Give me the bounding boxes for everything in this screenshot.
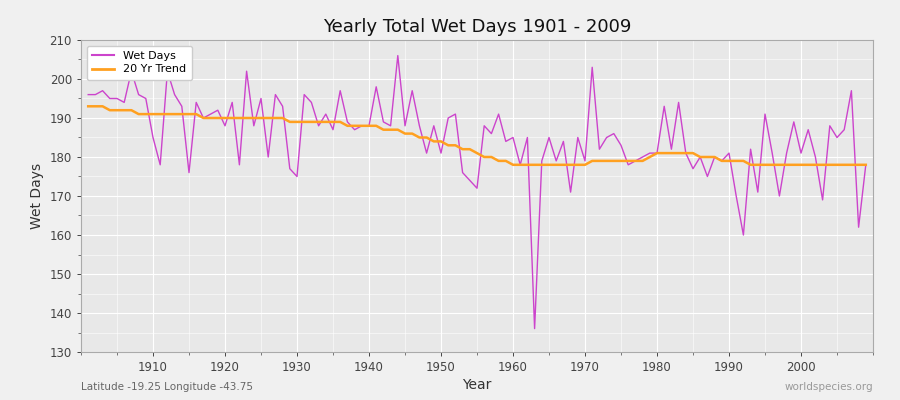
20 Yr Trend — [140, 112, 151, 116]
20 Yr Trend — [500, 158, 511, 163]
Line: 20 Yr Trend: 20 Yr Trend — [88, 106, 866, 165]
20 Yr Trend — [342, 123, 353, 128]
Wet Days — [342, 120, 353, 124]
Line: Wet Days: Wet Days — [88, 56, 866, 328]
Wet Days — [392, 53, 403, 58]
Legend: Wet Days, 20 Yr Trend: Wet Days, 20 Yr Trend — [86, 46, 192, 80]
Wet Days — [515, 162, 526, 167]
Wet Days — [608, 131, 619, 136]
20 Yr Trend — [515, 162, 526, 167]
Wet Days — [860, 162, 871, 167]
Text: Latitude -19.25 Longitude -43.75: Latitude -19.25 Longitude -43.75 — [81, 382, 253, 392]
Wet Days — [529, 326, 540, 331]
X-axis label: Year: Year — [463, 378, 491, 392]
20 Yr Trend — [299, 120, 310, 124]
20 Yr Trend — [508, 162, 518, 167]
20 Yr Trend — [83, 104, 94, 109]
Wet Days — [140, 96, 151, 101]
20 Yr Trend — [601, 158, 612, 163]
Wet Days — [508, 135, 518, 140]
Y-axis label: Wet Days: Wet Days — [30, 163, 44, 229]
Title: Yearly Total Wet Days 1901 - 2009: Yearly Total Wet Days 1901 - 2009 — [323, 18, 631, 36]
Wet Days — [299, 92, 310, 97]
Text: worldspecies.org: worldspecies.org — [785, 382, 873, 392]
Wet Days — [83, 92, 94, 97]
20 Yr Trend — [860, 162, 871, 167]
